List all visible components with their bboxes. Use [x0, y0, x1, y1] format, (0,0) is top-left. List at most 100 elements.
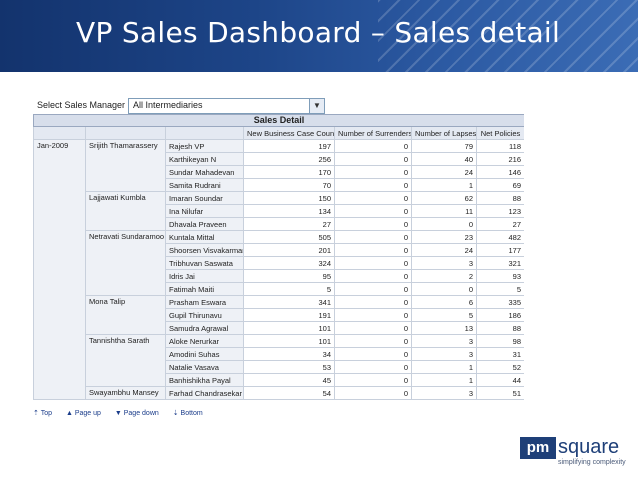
agent-name-cell: Natalie Vasava [165, 360, 244, 374]
table-row: Dhavala Praveen 27 0 0 27 [34, 217, 524, 231]
value-cell: 1 [411, 360, 477, 374]
table-row: Ina Nilufar 134 0 11 123 [34, 204, 524, 218]
value-cell: 1 [411, 178, 477, 192]
pager-bottom-link[interactable]: ⇣ Bottom [172, 410, 203, 417]
value-cell: 201 [243, 243, 335, 257]
filter-label: Select Sales Manager [37, 100, 126, 110]
table-row: Gupil Thirunavu 191 0 5 186 [34, 308, 524, 322]
value-cell: 0 [334, 360, 412, 374]
value-cell: 101 [243, 321, 335, 335]
value-cell: 13 [411, 321, 477, 335]
agent-name-cell: Imaran Soundar [165, 191, 244, 205]
period-cell: Jan-2009 [33, 139, 86, 400]
value-cell: 335 [476, 295, 524, 309]
value-cell: 5 [411, 308, 477, 322]
value-cell: 191 [243, 308, 335, 322]
agent-name-cell: Samudra Agrawal [165, 321, 244, 335]
table-body: Jan-2009 Srijith Thamarassery Rajesh VP 197… [33, 139, 524, 400]
value-cell: 3 [411, 334, 477, 348]
value-cell: 0 [334, 165, 412, 179]
value-cell: 52 [476, 360, 524, 374]
value-cell: 34 [243, 347, 335, 361]
value-cell: 482 [476, 230, 524, 244]
sales-detail-table: Sales Detail New Business Case Count Num… [33, 114, 524, 400]
value-cell: 51 [476, 386, 524, 400]
value-cell: 0 [334, 178, 412, 192]
table-row: Samita Rudrani 70 0 1 69 [34, 178, 524, 192]
agent-name-cell: Shoorsen Visvakarman [165, 243, 244, 257]
value-cell: 0 [334, 347, 412, 361]
value-cell: 79 [411, 139, 477, 153]
value-cell: 0 [411, 282, 477, 296]
value-cell: 98 [476, 334, 524, 348]
column-header[interactable]: Net Policies [476, 126, 524, 140]
column-header[interactable]: New Business Case Count [243, 126, 335, 140]
value-cell: 5 [476, 282, 524, 296]
value-cell: 216 [476, 152, 524, 166]
agent-name-cell: Farhad Chandrasekar [165, 386, 244, 400]
value-cell: 3 [411, 256, 477, 270]
agent-name-cell: Banhishikha Payal [165, 373, 244, 387]
value-cell: 150 [243, 191, 335, 205]
agent-name-cell: Fatimah Maiti [165, 282, 244, 296]
agent-name-cell: Prasham Eswara [165, 295, 244, 309]
value-cell: 0 [334, 204, 412, 218]
select-value: All Intermediaries [133, 100, 203, 110]
value-cell: 95 [243, 269, 335, 283]
value-cell: 321 [476, 256, 524, 270]
column-header[interactable]: Number of Lapses [411, 126, 477, 140]
agent-name-cell: Gupil Thirunavu [165, 308, 244, 322]
value-cell: 146 [476, 165, 524, 179]
agent-name-cell: Ina Nilufar [165, 204, 244, 218]
value-cell: 118 [476, 139, 524, 153]
value-cell: 3 [411, 347, 477, 361]
value-cell: 23 [411, 230, 477, 244]
value-cell: 0 [334, 386, 412, 400]
value-cell: 324 [243, 256, 335, 270]
value-cell: 24 [411, 165, 477, 179]
table-row: Samudra Agrawal 101 0 13 88 [34, 321, 524, 335]
table-row: Jan-2009 Srijith Thamarassery Rajesh VP 197… [33, 139, 524, 400]
page-title: VP Sales Dashboard – Sales detail [76, 16, 561, 49]
table-row: Fatimah Maiti 5 0 0 5 [34, 282, 524, 296]
chevron-down-icon[interactable]: ▼ [309, 99, 324, 113]
value-cell: 0 [334, 191, 412, 205]
pager-page-up-link[interactable]: ▲ Page up [65, 410, 101, 417]
agent-name-cell: Dhavala Praveen [165, 217, 244, 231]
value-cell: 0 [334, 334, 412, 348]
value-cell: 0 [334, 295, 412, 309]
pager-top-link[interactable]: ⇡ Top [33, 410, 52, 417]
manager-cell: Tannishtha Sarath [85, 334, 166, 387]
value-cell: 0 [334, 321, 412, 335]
value-cell: 0 [334, 139, 412, 153]
value-cell: 170 [243, 165, 335, 179]
value-cell: 0 [334, 373, 412, 387]
agent-name-cell: Amodini Suhas [165, 347, 244, 361]
value-cell: 54 [243, 386, 335, 400]
value-cell: 44 [476, 373, 524, 387]
manager-cell: Mona Talip [85, 295, 166, 335]
value-cell: 70 [243, 178, 335, 192]
table-row: Shoorsen Visvakarman 201 0 24 177 [34, 243, 524, 257]
manager-cell: Netravati Sundaramoo [85, 230, 166, 296]
value-cell: 5 [243, 282, 335, 296]
value-cell: 88 [476, 321, 524, 335]
value-cell: 256 [243, 152, 335, 166]
column-header[interactable]: Number of Surrenders [334, 126, 412, 140]
sales-manager-select[interactable]: All Intermediaries ▼ [128, 98, 325, 114]
table-row: Karthikeyan N 256 0 40 216 [34, 152, 524, 166]
value-cell: 27 [243, 217, 335, 231]
value-cell: 0 [334, 243, 412, 257]
logo-tagline: simplifying complexity [558, 459, 626, 466]
table-row: Idris Jai 95 0 2 93 [34, 269, 524, 283]
pager-page-down-link[interactable]: ▼ Page down [114, 410, 159, 417]
value-cell: 3 [411, 386, 477, 400]
value-cell: 123 [476, 204, 524, 218]
value-cell: 505 [243, 230, 335, 244]
table-row: Tannishtha Sarath Aloke Nerurkar 101 0 3 98 [34, 334, 524, 387]
value-cell: 0 [334, 308, 412, 322]
manager-cell: Swayambhu Mansey [85, 386, 166, 400]
value-cell: 341 [243, 295, 335, 309]
value-cell: 2 [411, 269, 477, 283]
value-cell: 186 [476, 308, 524, 322]
